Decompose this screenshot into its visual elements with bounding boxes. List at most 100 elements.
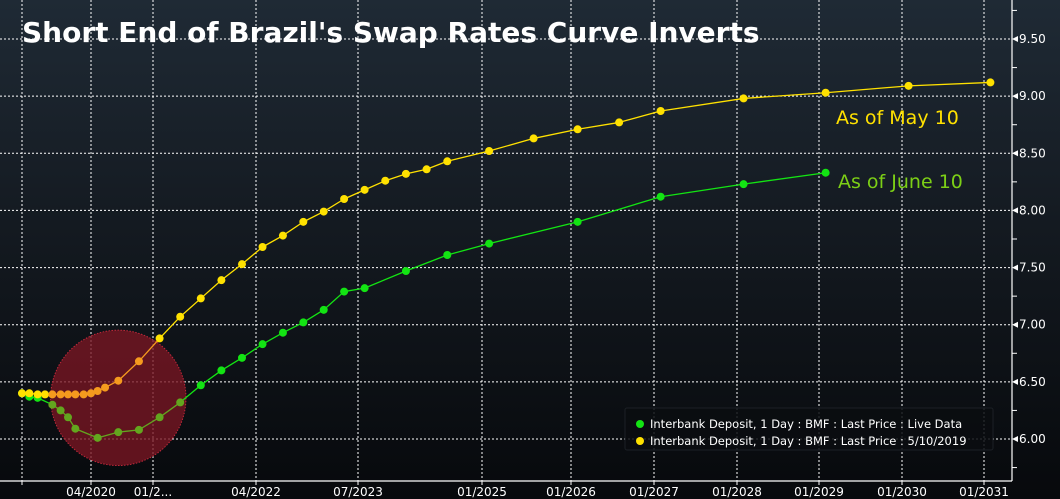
y-tick-label: 8.50 [1019, 146, 1046, 160]
data-point [155, 334, 164, 343]
series-segment [220, 263, 243, 281]
data-point [33, 390, 42, 399]
data-point [443, 157, 452, 166]
data-point [56, 390, 65, 399]
y-tick-marker [1012, 321, 1018, 328]
data-point [237, 353, 246, 362]
series-segment [282, 221, 304, 237]
data-point [485, 147, 494, 155]
annotation-may-10: As of May 10 [836, 107, 959, 129]
data-point [93, 433, 102, 442]
series-segment [577, 121, 620, 130]
highlight-circle [50, 329, 187, 467]
data-point [821, 168, 830, 177]
x-tick-label: 01/2031 [959, 485, 1009, 499]
data-point [237, 260, 246, 269]
series-segment [447, 150, 490, 162]
series-segment [159, 401, 181, 418]
series-segment [323, 291, 345, 311]
data-point [41, 390, 49, 399]
data-point [319, 305, 328, 314]
data-point [360, 185, 369, 194]
data-point [340, 195, 349, 203]
data-point [48, 400, 57, 409]
y-tick-marker [1012, 207, 1018, 214]
x-tick-label: 04/2022 [231, 485, 281, 499]
series-segment [618, 110, 661, 124]
legend-label-may: Interbank Deposit, 1 Day : BMF : Last Pr… [650, 434, 967, 448]
series-segment [200, 279, 222, 299]
data-point [93, 387, 102, 395]
legend: Interbank Deposit, 1 Day : BMF : Last Pr… [624, 407, 994, 451]
x-tick-label: 01/2027 [629, 485, 679, 499]
series-segment [405, 254, 448, 272]
series-segment [179, 384, 202, 403]
x-tick-label: 04/2020 [66, 485, 116, 499]
x-tick-label: 01/2025 [457, 485, 507, 499]
legend-box [624, 407, 994, 451]
legend-label-live: Interbank Deposit, 1 Day : BMF : Last Pr… [650, 417, 962, 431]
y-tick-marker [1012, 264, 1018, 271]
series-segment [488, 137, 534, 152]
data-point [217, 366, 226, 375]
data-point [340, 287, 349, 296]
data-point [176, 312, 185, 321]
y-tick-marker [1012, 93, 1018, 100]
data-point [401, 169, 410, 178]
annotation-june-10: As of June 10 [838, 171, 963, 193]
data-point [217, 276, 226, 285]
data-point [443, 251, 452, 259]
series-segment [241, 246, 263, 265]
data-point [485, 239, 494, 248]
data-point [821, 88, 830, 97]
data-point [196, 294, 205, 303]
series-segment [743, 172, 826, 185]
data-point [258, 340, 267, 349]
series-segment [577, 196, 661, 223]
series-segment [138, 337, 161, 362]
series-segment [533, 128, 578, 140]
data-point [278, 328, 287, 337]
series-segment [447, 242, 490, 256]
data-point [87, 389, 95, 398]
data-point [656, 192, 665, 201]
data-point [114, 376, 123, 385]
data-point [56, 406, 65, 415]
data-point [573, 125, 582, 134]
y-tick-label: 7.50 [1019, 261, 1046, 275]
series-segment [138, 416, 160, 431]
y-tick-label: 9.50 [1019, 32, 1046, 46]
chart-title: Short End of Brazil's Swap Rates Curve I… [22, 16, 760, 49]
y-tick-label: 8.00 [1019, 203, 1046, 217]
y-tick-marker [1012, 150, 1018, 157]
y-tick-marker [1012, 378, 1018, 385]
data-point [71, 390, 80, 399]
data-point [278, 231, 287, 240]
series-segment [179, 297, 202, 318]
data-point [299, 318, 308, 327]
data-point [299, 217, 308, 226]
series-segment [743, 92, 826, 100]
series-segment [364, 270, 407, 289]
grid [0, 0, 1012, 481]
y-tick-label: 6.50 [1019, 375, 1046, 389]
x-tick-label: 07/2023 [333, 485, 383, 499]
series-segment [660, 183, 744, 198]
data-point [904, 81, 913, 90]
series-segment [241, 343, 263, 359]
legend-marker-live [636, 420, 644, 428]
data-point [134, 357, 143, 366]
series-segment [908, 81, 991, 87]
data-point [79, 390, 88, 399]
data-point [258, 243, 267, 251]
data-point [114, 428, 123, 437]
data-point [573, 217, 582, 226]
data-point [25, 389, 34, 398]
data-point [155, 413, 164, 422]
data-point [319, 207, 328, 216]
y-tick-label: 7.00 [1019, 318, 1046, 332]
data-point [401, 267, 410, 275]
data-point [134, 425, 143, 434]
